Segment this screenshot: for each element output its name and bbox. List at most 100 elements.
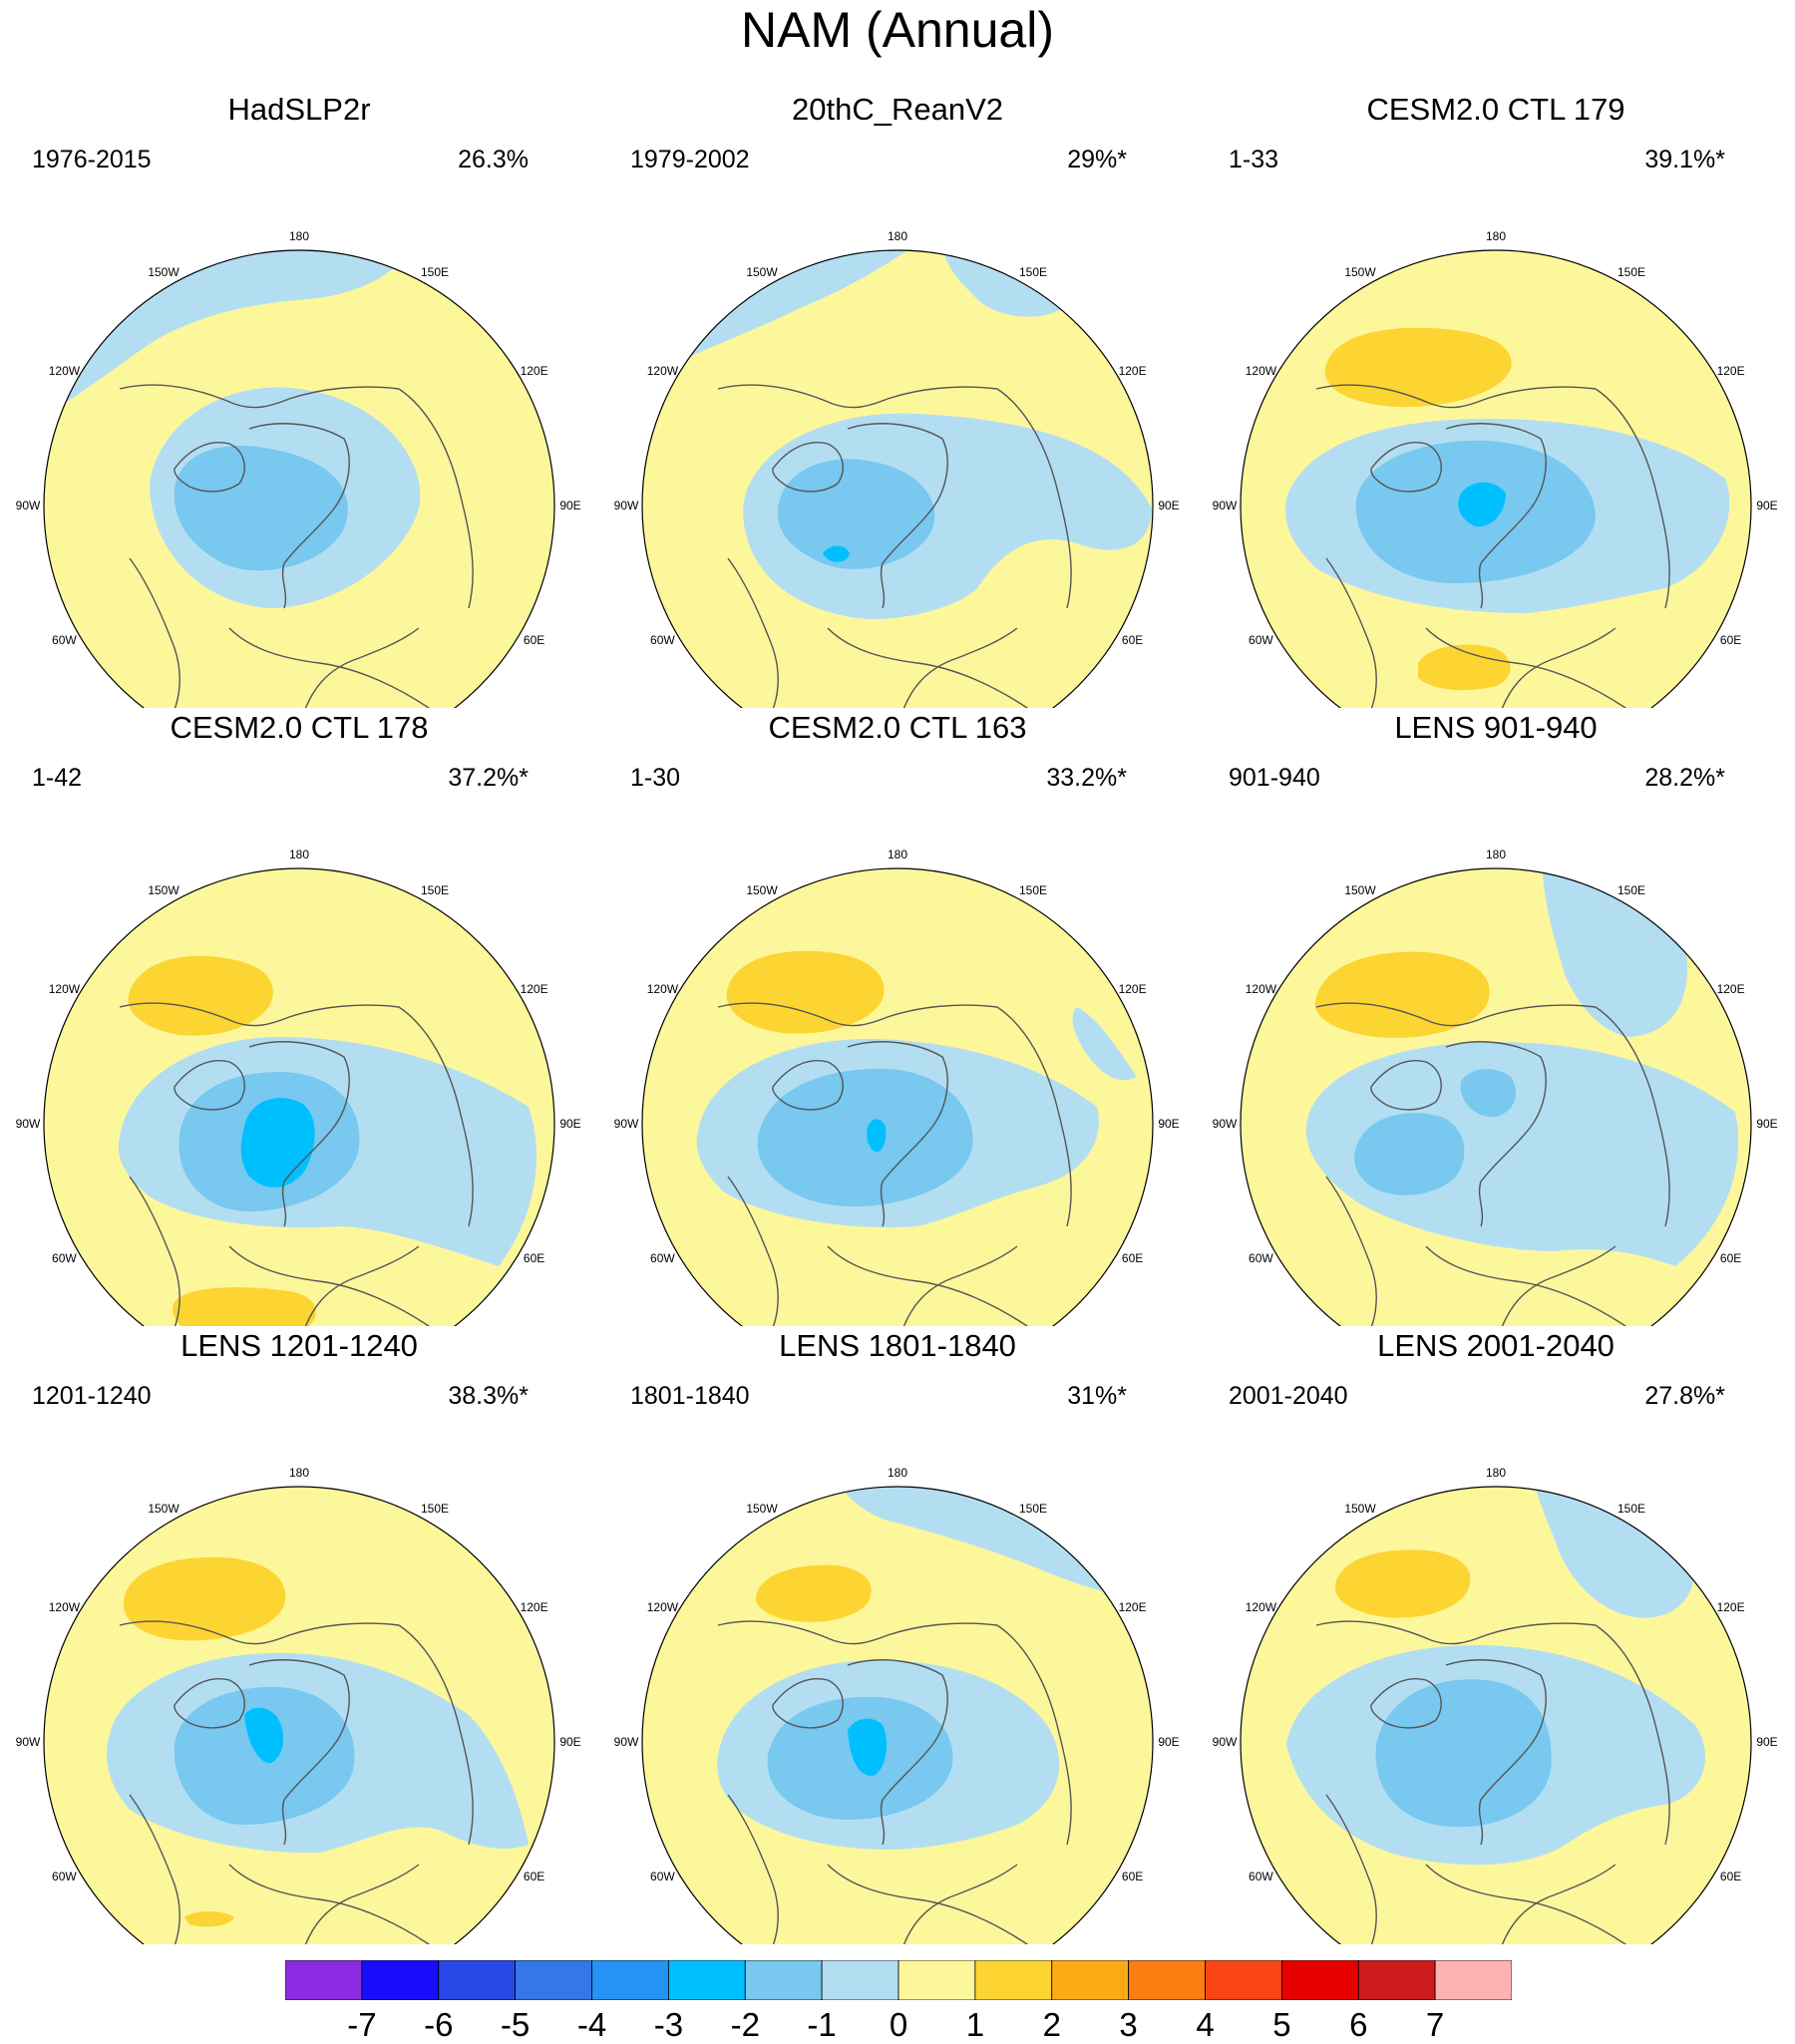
coastline <box>1425 627 1629 708</box>
longitude-label: 150E <box>1617 883 1645 897</box>
longitude-label: 150W <box>148 265 180 279</box>
coastline <box>996 1006 1072 1227</box>
longitude-label: 60W <box>1249 633 1273 647</box>
coastline <box>248 1041 350 1227</box>
panel-variance: 28.2%* <box>1644 764 1725 792</box>
polar-map: 180150E120E90E60E30E030W60W90W120W150W <box>614 229 1180 708</box>
colorbar-swatch <box>591 1960 669 2000</box>
longitude-label: 90W <box>1213 1735 1238 1749</box>
coastlines <box>119 384 474 708</box>
coastlines <box>1315 384 1670 708</box>
map-panel: 180150E120E90E60E30E030W60W90W120W150WLE… <box>0 1326 598 1944</box>
panel-variance: 38.3%* <box>448 1382 529 1410</box>
map-panel: 180150E120E90E60E30E030W60W90W120W150WCE… <box>1197 90 1795 708</box>
colorbar-swatch <box>821 1960 899 2000</box>
coastline <box>1425 1245 1629 1326</box>
coastline <box>1315 1002 1597 1027</box>
coastline <box>772 1060 844 1111</box>
coastline <box>897 1245 1018 1326</box>
map-boundary <box>1240 249 1752 708</box>
colorbar-tick-label: 3 <box>1119 2006 1138 2043</box>
colorbar-tick-label: -2 <box>730 2006 760 2043</box>
colorbar-swatch <box>1357 1960 1436 2000</box>
colorbar-tick-label: -4 <box>576 2006 607 2043</box>
negative-anomaly-contour <box>244 1707 283 1764</box>
colorbar-tick-label: 2 <box>1042 2006 1061 2043</box>
colorbar-swatch <box>285 1960 363 2000</box>
longitude-label: 180 <box>289 229 309 243</box>
coastline <box>1495 1245 1616 1326</box>
coastlines <box>1315 1620 1670 1944</box>
coastline <box>1595 388 1670 609</box>
longitude-label: 150W <box>1344 265 1376 279</box>
coastline <box>897 627 1018 708</box>
longitude-label: 60E <box>524 1251 544 1265</box>
longitude-label: 120E <box>1717 1600 1745 1614</box>
coastline <box>847 1041 948 1227</box>
longitude-label: 60E <box>524 1870 544 1883</box>
longitude-label: 120W <box>1246 364 1277 378</box>
panel-title: CESM2.0 CTL 163 <box>768 710 1027 745</box>
longitude-label: 120E <box>1119 364 1147 378</box>
polar-map: 180150E120E90E60E30E030W60W90W120W150W <box>1213 1466 1778 1944</box>
coastline <box>1595 1624 1670 1846</box>
longitude-label: 60W <box>1249 1870 1273 1883</box>
colorbar-tick-label: -6 <box>424 2006 454 2043</box>
map-panel: 180150E120E90E60E30E030W60W90W120W150WCE… <box>0 708 598 1326</box>
longitude-label: 90W <box>16 1117 41 1131</box>
colorbar-swatch <box>515 1960 592 2000</box>
longitude-label: 60E <box>1720 1870 1741 1883</box>
coastline <box>398 1006 474 1227</box>
colorbar-swatch <box>1051 1960 1130 2000</box>
longitude-label: 90E <box>559 1117 580 1131</box>
longitude-label: 90E <box>559 1735 580 1749</box>
coastline <box>1370 442 1442 493</box>
coastline <box>772 1678 844 1729</box>
longitude-label: 60W <box>1249 1251 1273 1265</box>
coastline <box>717 1002 998 1027</box>
colorbar-swatch <box>361 1960 440 2000</box>
positive-anomaly-contour <box>755 1564 872 1622</box>
longitude-label: 150E <box>421 1502 449 1516</box>
panel-variance: 31%* <box>1067 1382 1127 1410</box>
map-boundary <box>43 249 555 708</box>
panel-variance: 33.2%* <box>1046 764 1127 792</box>
map-panel: 180150E120E90E60E30E030W60W90W120W150WHa… <box>0 90 598 708</box>
longitude-label: 90E <box>559 499 580 512</box>
coastline <box>1445 1659 1547 1846</box>
longitude-label: 150W <box>1344 1502 1376 1516</box>
longitude-label: 120E <box>521 1600 548 1614</box>
map-boundary <box>641 1486 1154 1944</box>
negative-anomaly-contour <box>646 250 937 379</box>
negative-anomaly-contour <box>867 1119 887 1153</box>
colorbar-tick-label: 7 <box>1425 2006 1445 2043</box>
panel-period: 1201-1240 <box>32 1382 152 1410</box>
panel-period: 1979-2002 <box>630 146 750 173</box>
longitude-label: 90W <box>16 1735 41 1749</box>
longitude-label: 60E <box>1122 1870 1143 1883</box>
longitude-label: 60W <box>52 633 77 647</box>
map-boundary <box>43 867 555 1326</box>
longitude-label: 120E <box>1717 982 1745 996</box>
longitude-label: 90W <box>614 499 639 512</box>
coastline <box>1495 1864 1616 1944</box>
longitude-label: 90W <box>614 1117 639 1131</box>
longitude-label: 150W <box>1344 883 1376 897</box>
panel-title: LENS 2001-2040 <box>1377 1328 1615 1363</box>
coastline <box>298 1245 420 1326</box>
positive-anomaly-contour <box>123 1556 286 1641</box>
coastline <box>827 1245 1031 1326</box>
negative-anomaly-contour <box>1460 1069 1516 1118</box>
longitude-label: 60W <box>52 1870 77 1883</box>
colorbar-tick-label: 1 <box>965 2006 985 2043</box>
panel-variance: 26.3% <box>458 146 529 173</box>
coastlines <box>717 1620 1072 1944</box>
longitude-label: 60W <box>650 1870 675 1883</box>
longitude-label: 180 <box>1486 1466 1506 1480</box>
coastline <box>1495 627 1616 708</box>
negative-anomaly-contour <box>777 459 935 569</box>
colorbar-swatch <box>744 1960 823 2000</box>
coastline <box>1325 1794 1377 1944</box>
longitude-label: 90E <box>1756 499 1777 512</box>
longitude-label: 120E <box>521 364 548 378</box>
